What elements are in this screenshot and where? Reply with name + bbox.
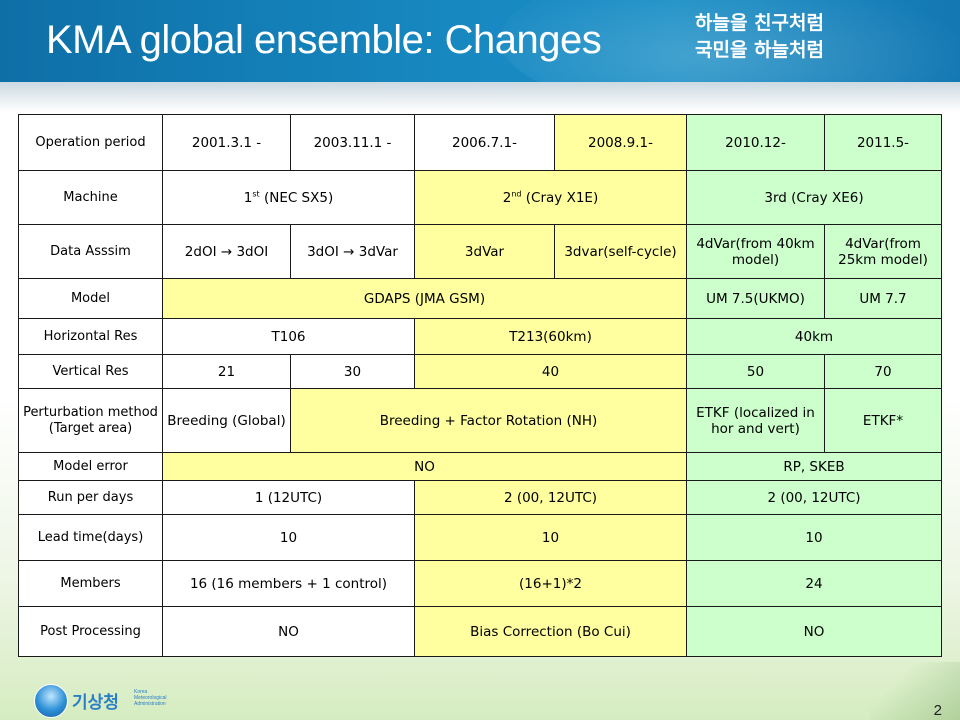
lead-cell: 10 [414, 514, 687, 561]
assim-cell: 4dVar(from 40km model) [686, 224, 825, 279]
machine-1-suffix: st [252, 189, 260, 198]
post-cell: NO [162, 606, 415, 657]
row-label-horizontal-res: Horizontal Res [18, 318, 163, 355]
row-label-perturbation: Perturbation method (Target area) [18, 388, 163, 453]
row-label-data-assim: Data Asssim [18, 224, 163, 279]
model-error-rp-cell: RP, SKEB [686, 452, 942, 481]
row-label-operation-period: Operation period [18, 114, 163, 171]
period-cell: 2011.5- [824, 114, 942, 171]
machine-cell-3: 3rd (Cray XE6) [686, 170, 942, 225]
slide-title: KMA global ensemble: Changes [46, 18, 602, 62]
row-data-assim: Data Asssim 2dOI → 3dOI 3dOI → 3dVar 3dV… [18, 224, 942, 279]
period-cell: 2003.11.1 - [290, 114, 415, 171]
hres-t106-cell: T106 [162, 318, 415, 355]
pert-etkf-star-cell: ETKF* [824, 388, 942, 453]
row-label-model: Model [18, 278, 163, 319]
run-cell: 2 (00, 12UTC) [686, 480, 942, 515]
vres-cell: 21 [162, 354, 291, 389]
lead-cell: 10 [162, 514, 415, 561]
row-perturbation: Perturbation method (Target area) Breedi… [18, 388, 942, 453]
row-label-vertical-res: Vertical Res [18, 354, 163, 389]
changes-table: Operation period 2001.3.1 - 2003.11.1 - … [18, 114, 942, 657]
row-lead-time: Lead time(days) 10 10 10 [18, 514, 942, 561]
row-label-post-processing: Post Processing [18, 606, 163, 657]
run-cell: 2 (00, 12UTC) [414, 480, 687, 515]
vres-cell: 70 [824, 354, 942, 389]
machine-2-suffix: nd [511, 189, 522, 198]
machine-2-name: (Cray X1E) [521, 189, 599, 206]
row-label-model-error: Model error [18, 452, 163, 481]
row-model: Model GDAPS (JMA GSM) UM 7.5(UKMO) UM 7.… [18, 278, 942, 319]
logo-text: 기상청 [72, 693, 119, 713]
row-machine: Machine 1st (NEC SX5) 2nd (Cray X1E) 3rd… [18, 170, 942, 225]
hres-t213-cell: T213(60km) [414, 318, 687, 355]
slide-header: KMA global ensemble: Changes 하늘을 친구처럼 국민… [0, 0, 960, 82]
lead-cell: 10 [686, 514, 942, 561]
machine-1-number: 1 [243, 189, 253, 206]
vres-cell: 40 [414, 354, 687, 389]
assim-cell: 2dOI → 3dOI [162, 224, 291, 279]
kma-logo: 기상청 Korea Meteorological Administration [34, 684, 174, 718]
pert-breeding-cell: Breeding (Global) [162, 388, 291, 453]
members-cell: 16 (16 members + 1 control) [162, 560, 415, 607]
header-swirl-decoration [500, 0, 960, 82]
period-cell: 2001.3.1 - [162, 114, 291, 171]
assim-cell: 3dVar [414, 224, 555, 279]
kma-logo-icon [34, 684, 68, 718]
row-vertical-res: Vertical Res 21 30 40 50 70 [18, 354, 942, 389]
corner-decoration [870, 662, 960, 720]
row-label-run-per-days: Run per days [18, 480, 163, 515]
vres-cell: 30 [290, 354, 415, 389]
row-label-machine: Machine [18, 170, 163, 225]
vres-cell: 50 [686, 354, 825, 389]
slogan: 하늘을 친구처럼 국민을 하늘처럼 [695, 10, 824, 64]
logo-subtitle-line-3: Administration [134, 701, 166, 707]
assim-cell: 3dvar(self-cycle) [554, 224, 687, 279]
period-cell: 2006.7.1- [414, 114, 555, 171]
row-label-lead-time: Lead time(days) [18, 514, 163, 561]
row-model-error: Model error NO RP, SKEB [18, 452, 942, 481]
model-um77-cell: UM 7.7 [824, 278, 942, 319]
hres-40km-cell: 40km [686, 318, 942, 355]
row-run-per-days: Run per days 1 (12UTC) 2 (00, 12UTC) 2 (… [18, 480, 942, 515]
assim-cell: 4dVar(from 25km model) [824, 224, 942, 279]
machine-2-number: 2 [502, 189, 512, 206]
slogan-line-2: 국민을 하늘처럼 [695, 39, 824, 61]
machine-cell-1: 1st (NEC SX5) [162, 170, 415, 225]
members-cell: (16+1)*2 [414, 560, 687, 607]
model-gdaps-cell: GDAPS (JMA GSM) [162, 278, 687, 319]
model-um75-cell: UM 7.5(UKMO) [686, 278, 825, 319]
logo-subtitle-line-2: Meteorological [134, 695, 167, 701]
model-error-no-cell: NO [162, 452, 687, 481]
row-operation-period: Operation period 2001.3.1 - 2003.11.1 - … [18, 114, 942, 171]
header-shadow [0, 82, 960, 112]
run-cell: 1 (12UTC) [162, 480, 415, 515]
pert-factor-cell: Breeding + Factor Rotation (NH) [290, 388, 687, 453]
members-cell: 24 [686, 560, 942, 607]
machine-1-name: (NEC SX5) [259, 189, 334, 206]
logo-subtitle: Korea Meteorological Administration [134, 689, 167, 707]
period-cell: 2010.12- [686, 114, 825, 171]
row-members: Members 16 (16 members + 1 control) (16+… [18, 560, 942, 607]
logo-subtitle-line-1: Korea [134, 689, 148, 695]
assim-cell: 3dOI → 3dVar [290, 224, 415, 279]
page-number: 2 [933, 702, 942, 719]
slogan-line-1: 하늘을 친구처럼 [695, 12, 824, 34]
row-post-processing: Post Processing NO Bias Correction (Bo C… [18, 606, 942, 657]
period-cell: 2008.9.1- [554, 114, 687, 171]
row-label-members: Members [18, 560, 163, 607]
row-horizontal-res: Horizontal Res T106 T213(60km) 40km [18, 318, 942, 355]
pert-etkf-cell: ETKF (localized in hor and vert) [686, 388, 825, 453]
machine-cell-2: 2nd (Cray X1E) [414, 170, 687, 225]
post-cell: Bias Correction (Bo Cui) [414, 606, 687, 657]
post-cell: NO [686, 606, 942, 657]
